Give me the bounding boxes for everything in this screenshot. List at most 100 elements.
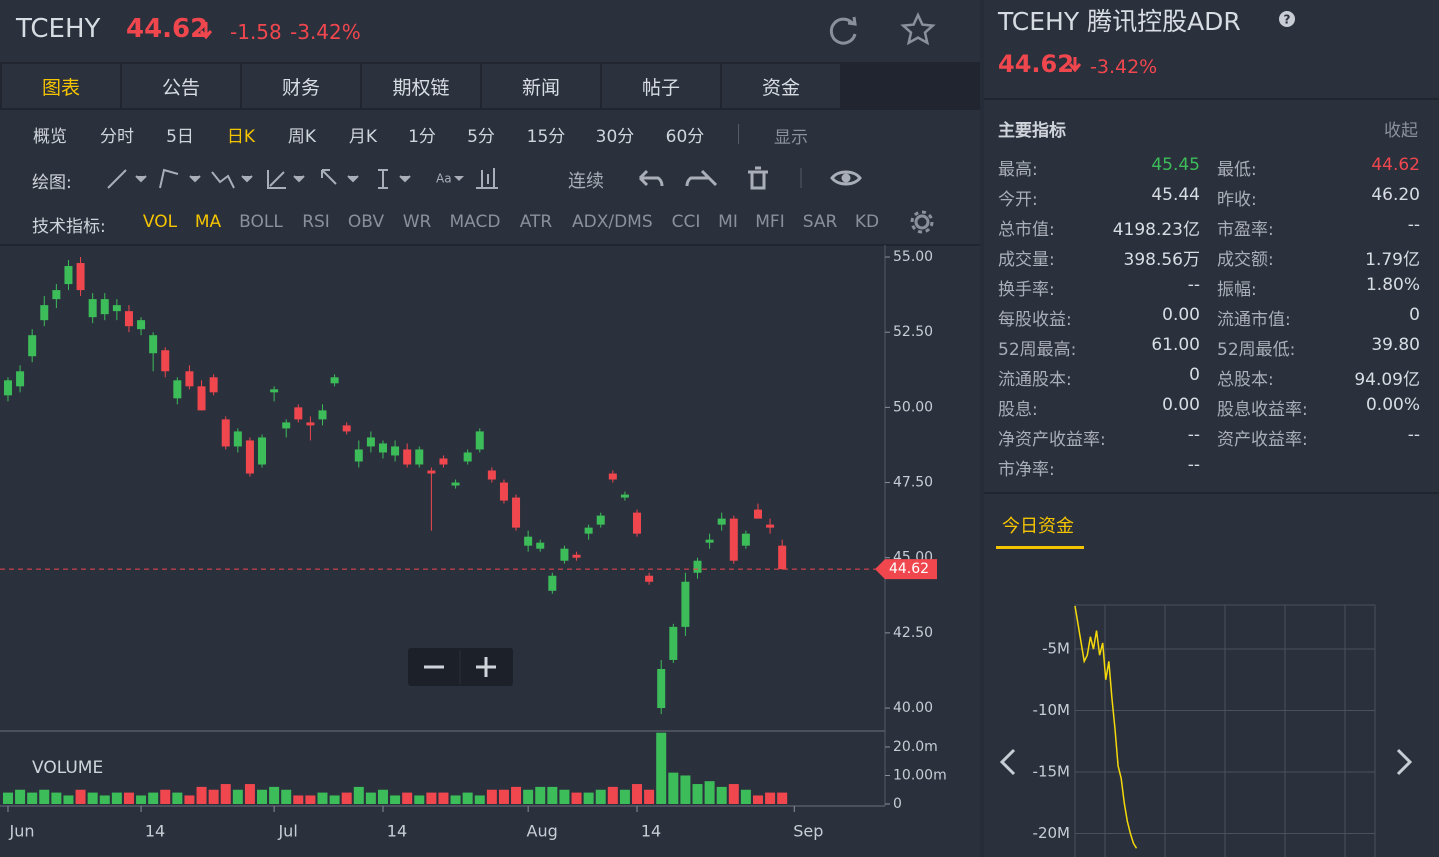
- tab[interactable]: [242, 64, 360, 108]
- candle-body: [354, 449, 363, 462]
- period-button[interactable]: 5分: [467, 127, 495, 147]
- volume-bar: [728, 784, 739, 804]
- volume-bar: [329, 795, 340, 804]
- volume-bar: [160, 789, 171, 804]
- settings-button[interactable]: [908, 208, 936, 236]
- indicator-button[interactable]: RSI: [302, 212, 330, 232]
- indicator-button[interactable]: SAR: [802, 212, 838, 232]
- zoom-control[interactable]: [408, 648, 513, 686]
- metric-label: 最低:: [1217, 160, 1257, 180]
- period-button[interactable]: 周K: [287, 127, 317, 147]
- metric-label: 成交量:: [998, 250, 1055, 270]
- period-button[interactable]: 15分: [526, 127, 566, 147]
- candle-body: [584, 527, 593, 534]
- metric-value: 45.45: [1151, 155, 1200, 175]
- metric-label: 换手率:: [998, 280, 1055, 300]
- indicator-button[interactable]: WR: [402, 212, 432, 232]
- period-button[interactable]: 概览: [33, 127, 67, 147]
- y-tick-label: -10M: [1033, 701, 1070, 719]
- volume-bar: [317, 792, 328, 804]
- indicator-button[interactable]: ATR: [519, 212, 553, 232]
- volume-title: VOLUME: [32, 758, 103, 778]
- candle-body: [415, 449, 424, 465]
- help-icon[interactable]: ?: [1278, 10, 1296, 28]
- candle-body: [391, 446, 400, 456]
- tab[interactable]: [362, 64, 480, 108]
- indicator-button[interactable]: OBV: [347, 212, 385, 232]
- volume-bar: [111, 792, 122, 804]
- indicator-button[interactable]: ADX/DMS: [572, 212, 653, 232]
- volume-bar: [765, 792, 776, 804]
- edit-tools[interactable]: [630, 160, 870, 196]
- favorite-button[interactable]: [900, 12, 936, 48]
- continuous-button[interactable]: 连续: [568, 171, 604, 192]
- tab-label[interactable]: 图表: [41, 77, 80, 99]
- tab[interactable]: [482, 64, 600, 108]
- tab-label[interactable]: 期权链: [392, 77, 450, 99]
- indicator-button[interactable]: MA: [194, 212, 222, 232]
- tab-label[interactable]: 新闻: [521, 77, 560, 99]
- period-button[interactable]: 分时: [100, 127, 134, 147]
- volume-bar: [414, 795, 425, 804]
- draw-tools[interactable]: Aa: [100, 160, 520, 196]
- metric-value: 61.00: [1151, 335, 1200, 355]
- indicator-button[interactable]: CCI: [671, 212, 701, 232]
- price-chart: VOLUME 40.0042.5045.0047.5050.0052.5055.…: [0, 244, 980, 841]
- next-button[interactable]: [1396, 748, 1413, 776]
- display-button[interactable]: 显示: [774, 128, 808, 148]
- volume-bar: [704, 781, 715, 804]
- metric-value: --: [1407, 425, 1420, 445]
- volume-bar: [547, 786, 558, 804]
- volume-bar: [63, 795, 74, 804]
- candle-body: [173, 380, 182, 399]
- side-price: 44.62: [998, 50, 1074, 78]
- indicator-button[interactable]: MACD: [449, 212, 501, 232]
- metric-value: 0: [1189, 365, 1200, 385]
- candle-body: [294, 407, 303, 420]
- tab-label[interactable]: 资金: [761, 77, 800, 99]
- indicator-button[interactable]: BOLL: [239, 212, 283, 232]
- volume-bar: [377, 789, 388, 804]
- period-button[interactable]: 1分: [408, 127, 436, 147]
- indicator-button[interactable]: MI: [718, 212, 738, 232]
- right-panel: [984, 0, 1439, 857]
- period-button[interactable]: 60分: [665, 127, 705, 147]
- candle-body: [427, 470, 436, 474]
- candle-body: [112, 305, 121, 312]
- collapse-button[interactable]: 收起: [1384, 121, 1418, 141]
- candle-body: [233, 431, 242, 447]
- volume-bar: [136, 795, 147, 804]
- volume-bar: [474, 795, 485, 804]
- volume-bar: [196, 786, 207, 804]
- x-tick-label: Jun: [8, 822, 34, 841]
- tab[interactable]: [2, 64, 120, 108]
- tab[interactable]: [722, 64, 840, 108]
- volume-bar: [632, 784, 643, 804]
- volume-bar: [438, 792, 449, 804]
- period-button[interactable]: 日K: [226, 127, 256, 147]
- tab-label[interactable]: 帖子: [641, 77, 680, 99]
- volume-bar: [390, 795, 401, 804]
- volume-bar: [123, 792, 134, 804]
- candle-body: [161, 350, 170, 372]
- indicator-button[interactable]: KD: [854, 212, 880, 232]
- prev-button[interactable]: [999, 748, 1016, 776]
- candle-body: [137, 320, 146, 330]
- tab-label[interactable]: 财务: [281, 77, 320, 99]
- period-button[interactable]: 30分: [595, 127, 635, 147]
- indicator-button[interactable]: MFI: [755, 212, 785, 232]
- metric-label: 市盈率:: [1217, 220, 1274, 240]
- volume-bar: [486, 789, 497, 804]
- tab-label[interactable]: 公告: [161, 77, 200, 99]
- refresh-button[interactable]: [826, 14, 860, 48]
- period-button[interactable]: 5日: [166, 127, 194, 147]
- candle-body: [717, 518, 726, 525]
- period-button[interactable]: 月K: [348, 127, 378, 147]
- volume-bar: [692, 784, 703, 804]
- separator: [738, 124, 739, 144]
- candle-body: [645, 575, 654, 582]
- indicator-button[interactable]: VOL: [142, 212, 178, 232]
- tab[interactable]: [122, 64, 240, 108]
- tab[interactable]: [602, 64, 720, 108]
- metric-value: --: [1407, 215, 1420, 235]
